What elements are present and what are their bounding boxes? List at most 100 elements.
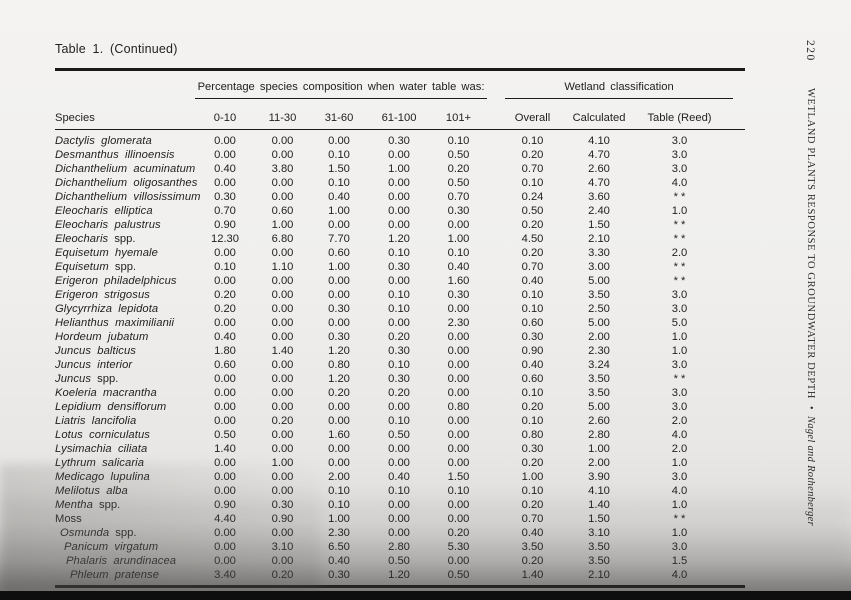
table-row: Liatris lancifolia 0.00 0.20 0.00 0.10 0.00 0.… xyxy=(55,414,745,428)
value-cell: 1.00 xyxy=(328,205,350,217)
table-area: Table 1. (Continued) Percentage species … xyxy=(55,42,745,588)
value-cell: * * xyxy=(673,275,686,287)
value-cell: 0.80 xyxy=(447,401,470,413)
value-cell: 0.70 xyxy=(521,261,544,273)
column-header-species: Species xyxy=(55,111,95,124)
value-cell: 3.0 xyxy=(671,135,688,147)
value-cell: 3.10 xyxy=(271,541,294,553)
value-cell: 0.40 xyxy=(521,527,544,539)
value-cell: 0.80 xyxy=(521,429,544,441)
value-cell: 5.00 xyxy=(588,317,610,329)
table-row: Helianthus maximilianii 0.00 0.00 0.00 0.00 2… xyxy=(55,316,745,330)
journal-running-head: WETLAND PLANTS RESPONSE TO GROUNDWATER D… xyxy=(805,87,816,399)
value-cell: 0.60 xyxy=(328,247,350,259)
value-cell: 0.00 xyxy=(271,429,294,441)
table-top-rule xyxy=(55,68,745,71)
value-cell: 0.30 xyxy=(447,205,470,217)
value-cell: 3.00 xyxy=(588,261,610,273)
value-cell: 2.80 xyxy=(388,541,410,553)
value-cell: 1.80 xyxy=(214,345,236,357)
value-cell: 1.00 xyxy=(271,219,294,231)
value-cell: 0.20 xyxy=(447,527,470,539)
column-gap xyxy=(487,162,505,176)
value-cell: 2.0 xyxy=(671,247,688,259)
species-name: Juncus interior xyxy=(55,359,133,371)
value-cell: 0.00 xyxy=(328,443,350,455)
value-cell: * * xyxy=(673,191,686,203)
value-cell: 0.00 xyxy=(328,401,350,413)
value-cell: 0.20 xyxy=(271,415,294,427)
value-cell: 0.00 xyxy=(214,457,236,469)
value-cell: 1.40 xyxy=(588,499,610,511)
value-cell: 0.30 xyxy=(328,303,350,315)
value-cell: 0.10 xyxy=(521,303,544,315)
value-cell: 0.20 xyxy=(521,149,544,161)
value-cell: 0.00 xyxy=(388,527,410,539)
column-gap xyxy=(487,442,505,456)
value-cell: 4.0 xyxy=(671,569,688,581)
value-cell: 2.50 xyxy=(588,303,610,315)
value-cell: 0.00 xyxy=(271,471,294,483)
value-cell: 0.00 xyxy=(271,275,294,287)
species-name: Helianthus maximilianii xyxy=(55,317,175,329)
table-row: Dichanthelium acuminatum 0.40 3.80 1.50 1.00… xyxy=(55,162,745,176)
value-cell: 3.50 xyxy=(521,541,544,553)
value-cell: 3.0 xyxy=(671,303,688,315)
value-cell: 0.50 xyxy=(521,205,544,217)
value-cell: * * xyxy=(673,261,686,273)
value-cell: 0.20 xyxy=(521,457,544,469)
value-cell: 0.00 xyxy=(328,457,350,469)
value-cell: 0.00 xyxy=(447,499,470,511)
table-bottom-rule xyxy=(55,585,745,588)
value-cell: 0.00 xyxy=(388,401,410,413)
table-row: Lotus corniculatus 0.50 0.00 1.60 0.50 0.00 0.… xyxy=(55,428,745,442)
value-cell: 12.30 xyxy=(211,233,239,245)
column-gap xyxy=(487,498,505,512)
value-cell: 0.10 xyxy=(388,415,410,427)
value-cell: 4.70 xyxy=(588,177,610,189)
value-cell: 0.00 xyxy=(214,275,236,287)
species-name: Osmunda spp. xyxy=(60,527,137,539)
table-row: Juncus balticus 1.80 1.40 1.20 0.30 0.00 0.90 2… xyxy=(55,344,745,358)
authors: Nagel and Rothenberger xyxy=(805,416,816,527)
value-cell: 1.0 xyxy=(671,345,688,357)
value-cell: 2.80 xyxy=(588,429,610,441)
value-cell: 0.30 xyxy=(388,135,410,147)
species-name: Hordeum jubatum xyxy=(55,331,149,343)
value-cell: 0.00 xyxy=(271,247,294,259)
value-cell: 0.40 xyxy=(521,359,544,371)
value-cell: 0.00 xyxy=(271,191,294,203)
value-cell: 6.80 xyxy=(271,233,294,245)
value-cell: 4.0 xyxy=(671,177,688,189)
value-cell: 0.40 xyxy=(328,191,350,203)
column-gap xyxy=(487,540,505,554)
value-cell: 1.60 xyxy=(447,275,470,287)
value-cell: 1.0 xyxy=(671,457,688,469)
page-number: 220 xyxy=(804,40,816,62)
column-header-31-60: 31-60 xyxy=(324,111,354,124)
column-gap xyxy=(487,302,505,316)
value-cell: 0.80 xyxy=(328,359,350,371)
value-cell: 4.70 xyxy=(588,149,610,161)
value-cell: 4.40 xyxy=(214,513,236,525)
value-cell: 0.90 xyxy=(214,219,236,231)
table-row: Juncus interior 0.60 0.00 0.80 0.10 0.00 0.40 3… xyxy=(55,358,745,372)
value-cell: 0.30 xyxy=(328,569,350,581)
value-cell: 4.0 xyxy=(671,429,688,441)
value-cell: 1.50 xyxy=(447,471,470,483)
column-header-calculated: Calculated xyxy=(572,111,626,124)
value-cell: 2.30 xyxy=(328,527,350,539)
value-cell: 3.0 xyxy=(671,163,688,175)
value-cell: 1.50 xyxy=(588,219,610,231)
column-gap xyxy=(487,526,505,540)
value-cell: 0.00 xyxy=(328,275,350,287)
table-row: Moss 4.40 0.90 1.00 0.00 0.00 0.70 1.50 * * xyxy=(55,512,745,526)
value-cell: 0.50 xyxy=(447,177,470,189)
value-cell: 0.70 xyxy=(521,513,544,525)
species-name: Lotus corniculatus xyxy=(55,429,150,441)
value-cell: 0.10 xyxy=(328,499,350,511)
value-cell: 0.10 xyxy=(328,177,350,189)
value-cell: 0.10 xyxy=(388,247,410,259)
bullet-separator: • xyxy=(805,405,816,410)
table-row: Melilotus alba 0.00 0.00 0.10 0.10 0.10 0.10 4.… xyxy=(55,484,745,498)
